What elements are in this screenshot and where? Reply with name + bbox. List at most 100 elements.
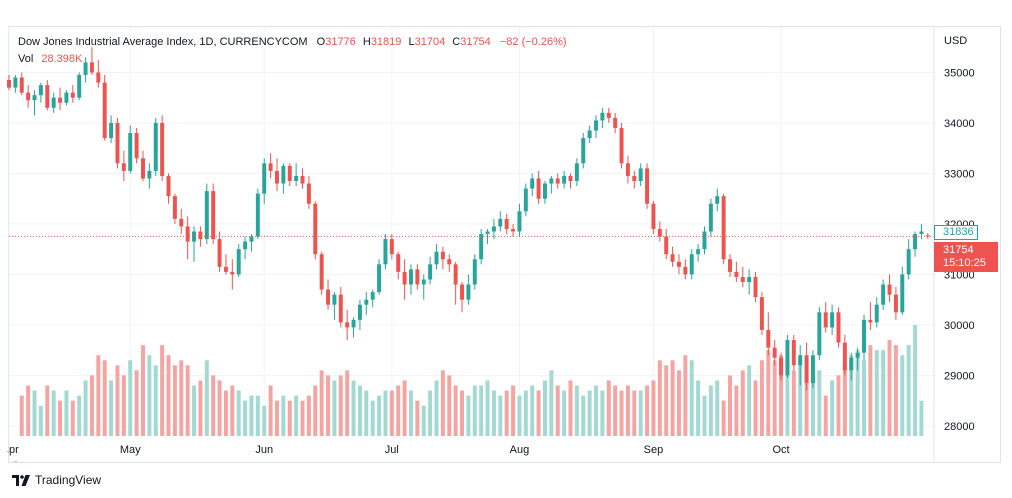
candle-body [651, 203, 656, 229]
volume-bar [638, 390, 643, 436]
footer-brand: TradingView [35, 473, 102, 487]
candle-body [268, 163, 273, 171]
volume-bar [536, 390, 541, 436]
candle-body [83, 62, 88, 75]
volume-bar [89, 375, 94, 436]
candle-body [389, 239, 394, 255]
volume-bar [721, 400, 726, 436]
volume-bar [198, 380, 203, 436]
volume-bar [102, 360, 107, 436]
volume-bar [249, 395, 254, 436]
volume-bar [542, 380, 547, 436]
candle-body [70, 92, 75, 98]
volume-bar [523, 390, 528, 436]
volume-bar [645, 385, 650, 436]
candle-body [740, 276, 745, 282]
candle-body [236, 249, 241, 275]
volume-bar [810, 375, 815, 436]
volume-bar [759, 360, 764, 436]
candle-body [632, 175, 637, 182]
footer-branding[interactable]: TradingView [12, 473, 101, 487]
volume-bar [900, 355, 905, 436]
candle-body [511, 228, 516, 232]
volume-bar [147, 355, 152, 436]
currency-label: USD [944, 35, 967, 47]
volume-bar [160, 345, 165, 436]
prev-close-tag: 31836 [934, 225, 978, 240]
volume-bar [351, 380, 356, 436]
legend-open: 31776 [325, 36, 356, 48]
volume-bar [396, 385, 401, 436]
candle-body [708, 203, 713, 232]
legend-close: 31754 [460, 36, 491, 48]
volume-bar [849, 355, 854, 436]
candle-body [134, 133, 139, 159]
volume-bar [632, 390, 637, 436]
candle-body [625, 163, 630, 176]
volume-bar [555, 385, 560, 436]
candle-body [19, 77, 24, 93]
candle-body [383, 239, 388, 265]
candle-body [204, 191, 209, 240]
candle-body [332, 294, 337, 305]
candle-body [115, 122, 120, 164]
candle-body [319, 254, 324, 290]
candle-body [485, 231, 490, 235]
candle-body [287, 165, 292, 182]
legend-vol: 28.398K [41, 53, 83, 65]
volume-bar [747, 365, 752, 436]
volume-bar [332, 380, 337, 436]
candle-body [13, 77, 18, 88]
volume-bar [26, 385, 31, 436]
candle-body [64, 92, 69, 103]
volume-bar [262, 405, 267, 436]
volume-bar [779, 355, 784, 436]
candle-body [421, 279, 426, 285]
candle-body [217, 239, 222, 267]
candle-body [772, 347, 777, 358]
candle-body [747, 276, 752, 282]
last-price-tag: 31754 15:10:25 [934, 242, 998, 272]
volume-bar [708, 385, 713, 436]
volume-bar [498, 395, 503, 436]
legend-ohlc: Dow Jones Industrial Average Index, 1D, … [18, 36, 569, 48]
candle-body [881, 284, 886, 305]
volume-bar [415, 400, 420, 436]
candle-body [562, 175, 567, 184]
candle-body [696, 249, 701, 255]
candle-body [96, 72, 101, 83]
candle-body [766, 329, 771, 348]
candle-body [868, 319, 873, 323]
volume-bar [409, 390, 413, 436]
volume-bar [326, 375, 331, 436]
candle-body [606, 112, 611, 118]
candle-body [702, 231, 707, 250]
candle-body [645, 168, 650, 204]
candle-body [45, 85, 50, 108]
candlesticks [7, 47, 930, 391]
candle-body [842, 342, 847, 371]
time-tick-label: pr [9, 444, 19, 456]
volume-bar [70, 400, 75, 436]
volume-bar [370, 400, 375, 436]
candle-body [862, 319, 866, 353]
candle-body [166, 175, 171, 197]
time-axis[interactable]: pr May Jun Jul Aug Sep Oct [9, 444, 790, 456]
volume-bar [472, 385, 477, 436]
volume-bar [740, 370, 745, 436]
candle-body [638, 168, 643, 182]
candle-body [925, 235, 930, 237]
candle-body [453, 264, 458, 285]
candle-body [466, 284, 471, 300]
candle-body [153, 122, 158, 171]
volume-bar [64, 390, 69, 436]
price-axis[interactable]: 2800029000300003100032000330003400035000 [944, 67, 975, 432]
candle-body [249, 236, 254, 242]
volume-bar [664, 365, 669, 436]
legend-change: −82 (−0.26%) [499, 36, 567, 48]
candle-body [734, 271, 739, 277]
candle-body [785, 340, 790, 376]
legend-volume: Vol 28.398K [18, 53, 84, 65]
candle-body [619, 127, 624, 164]
